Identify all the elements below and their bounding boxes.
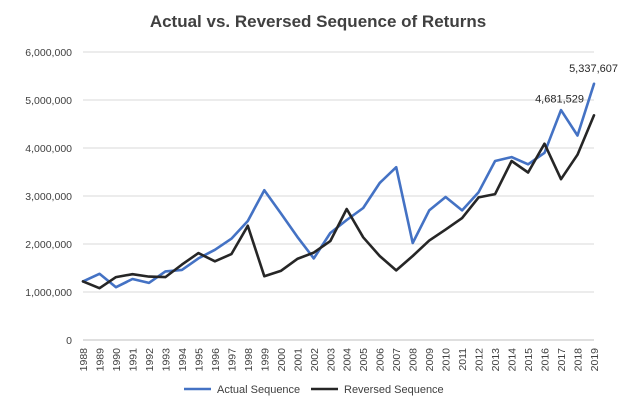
x-tick-label: 1989	[94, 348, 106, 372]
series-line-reversed	[81, 114, 596, 290]
data-annotations: 5,337,607 4,681,529	[535, 63, 618, 105]
y-tick-label: 5,000,000	[25, 95, 72, 107]
x-tick-label: 1997	[226, 348, 238, 372]
gridlines	[83, 51, 594, 341]
x-tick-label: 1995	[193, 348, 205, 372]
x-tick-label: 2007	[391, 348, 403, 372]
y-tick-label: 1,000,000	[25, 287, 72, 299]
legend-label: Actual Sequence	[217, 384, 300, 396]
x-tick-label: 2009	[424, 348, 436, 372]
data-label: 4,681,529	[535, 93, 584, 105]
x-tick-label: 1999	[259, 348, 271, 372]
y-axis-tick-labels: 0 1,000,000 2,000,000 3,000,000 4,000,000 5,0…	[25, 47, 72, 347]
x-tick-label: 1996	[210, 348, 222, 372]
series-lines	[81, 82, 596, 290]
x-tick-label: 2015	[523, 348, 535, 372]
x-tick-label: 2000	[276, 348, 288, 372]
y-tick-label: 4,000,000	[25, 143, 72, 155]
x-axis-tick-labels: 1988 1989 1990 1991 1992 1993 1994 1995 1996 1997…	[78, 348, 601, 372]
x-tick-label: 2008	[408, 348, 420, 372]
x-tick-label: 2013	[490, 348, 502, 372]
x-tick-label: 2011	[457, 348, 469, 371]
x-tick-label: 2010	[441, 348, 453, 372]
x-tick-label: 2018	[573, 348, 585, 372]
x-tick-label: 1994	[177, 348, 189, 372]
series-line-actual	[81, 82, 596, 289]
x-tick-label: 2017	[556, 348, 568, 372]
y-tick-label: 2,000,000	[25, 239, 72, 251]
y-tick-label: 0	[66, 335, 72, 347]
x-tick-label: 2006	[375, 348, 387, 372]
x-tick-label: 2004	[342, 348, 354, 372]
x-tick-label: 1992	[144, 348, 156, 372]
data-label: 5,337,607	[569, 63, 618, 75]
y-tick-label: 3,000,000	[25, 191, 72, 203]
x-tick-label: 2003	[325, 348, 337, 372]
x-tick-label: 2016	[540, 348, 552, 372]
x-tick-label: 2014	[507, 348, 519, 372]
x-tick-label: 2005	[358, 348, 370, 372]
legend: Actual Sequence Reversed Sequence	[184, 384, 444, 396]
x-tick-label: 2012	[474, 348, 486, 372]
legend-label: Reversed Sequence	[344, 384, 444, 396]
x-tick-label: 2019	[589, 348, 601, 372]
x-tick-label: 1990	[111, 348, 123, 372]
x-tick-label: 1993	[160, 348, 172, 372]
x-tick-label: 1991	[127, 348, 139, 372]
y-tick-label: 6,000,000	[25, 47, 72, 59]
chart-title: Actual vs. Reversed Sequence of Returns	[150, 12, 486, 31]
x-tick-label: 2002	[309, 348, 321, 372]
x-tick-label: 1998	[243, 348, 255, 372]
x-tick-label: 2001	[292, 348, 304, 372]
x-tick-label: 1988	[78, 348, 90, 372]
